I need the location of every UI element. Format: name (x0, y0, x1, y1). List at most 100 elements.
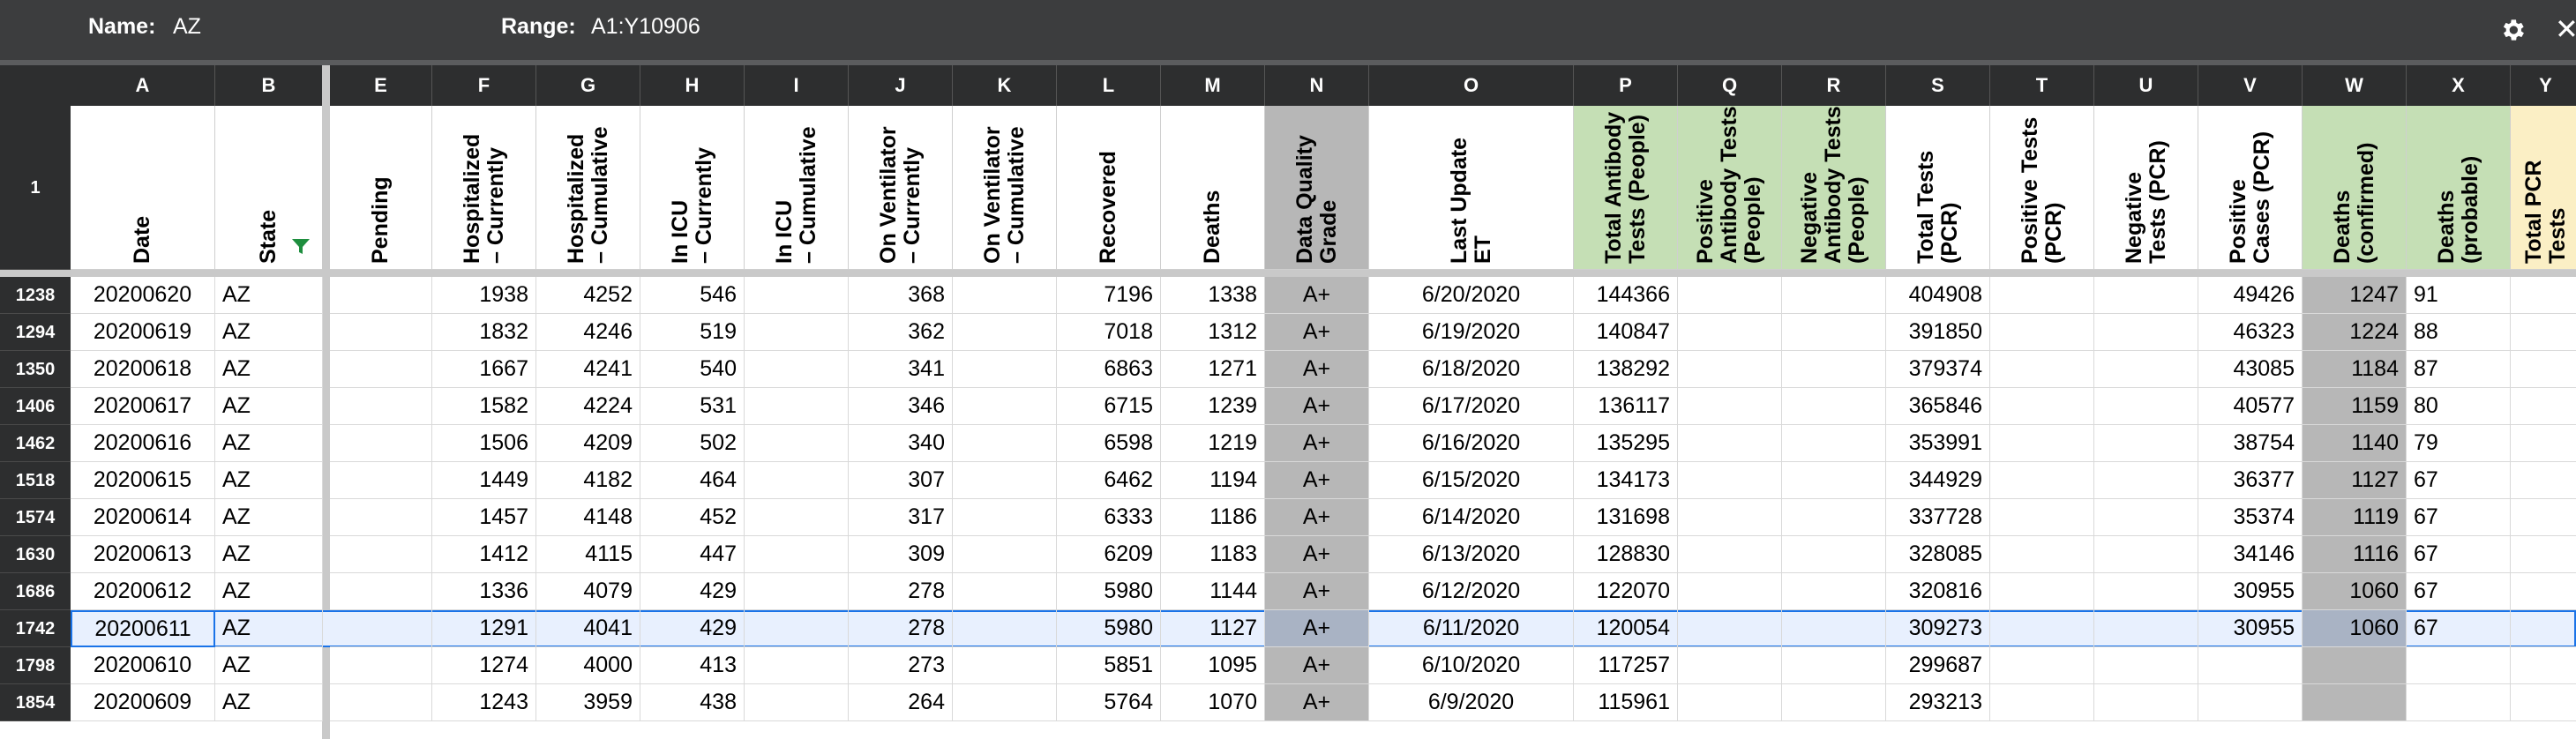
cell-v[interactable]: 30955 (2198, 610, 2303, 647)
cell-t[interactable] (1990, 647, 2094, 684)
cell-n[interactable]: A+ (1265, 499, 1369, 536)
cell-u[interactable] (2094, 351, 2198, 388)
cell-o[interactable]: 6/9/2020 (1369, 684, 1574, 721)
cell-x[interactable] (2407, 647, 2511, 684)
row-header[interactable]: 1350 (0, 351, 71, 388)
cell-o[interactable]: 6/18/2020 (1369, 351, 1574, 388)
header-cell-g[interactable]: Hospitalized – Cumulative (536, 106, 640, 270)
row-header[interactable]: 1518 (0, 462, 71, 499)
cell-o[interactable]: 6/17/2020 (1369, 388, 1574, 425)
cell-a[interactable]: 20200617 (71, 388, 215, 425)
cell-o[interactable]: 6/11/2020 (1369, 610, 1574, 647)
cell-k[interactable] (953, 462, 1057, 499)
cell-v[interactable]: 49426 (2198, 277, 2303, 314)
cell-b[interactable]: AZ (215, 351, 323, 388)
cell-i[interactable] (745, 610, 849, 647)
cell-m[interactable]: 1219 (1161, 425, 1265, 462)
cell-x[interactable]: 67 (2407, 573, 2511, 610)
cell-t[interactable] (1990, 425, 2094, 462)
cell-o[interactable]: 6/16/2020 (1369, 425, 1574, 462)
cell-u[interactable] (2094, 499, 2198, 536)
column-header-h[interactable]: H (640, 65, 745, 106)
column-header-b[interactable]: B (215, 65, 323, 106)
range-value[interactable]: A1:Y10906 (591, 14, 700, 39)
cell-m[interactable]: 1144 (1161, 573, 1265, 610)
cell-g[interactable]: 4041 (536, 610, 640, 647)
cell-s[interactable]: 365846 (1886, 388, 1990, 425)
cell-l[interactable]: 6462 (1057, 462, 1161, 499)
cell-f[interactable]: 1667 (432, 351, 536, 388)
cell-h[interactable]: 429 (640, 610, 745, 647)
cell-g[interactable]: 4252 (536, 277, 640, 314)
cell-j[interactable]: 340 (849, 425, 953, 462)
cell-k[interactable] (953, 351, 1057, 388)
cell-g[interactable]: 4115 (536, 536, 640, 573)
cell-l[interactable]: 6863 (1057, 351, 1161, 388)
cell-g[interactable]: 4148 (536, 499, 640, 536)
cell-k[interactable] (953, 277, 1057, 314)
cell-i[interactable] (745, 351, 849, 388)
column-header-n[interactable]: N (1265, 65, 1369, 106)
column-header-q[interactable]: Q (1678, 65, 1782, 106)
cell-k[interactable] (953, 573, 1057, 610)
column-header-k[interactable]: K (953, 65, 1057, 106)
cell-b[interactable]: AZ (215, 647, 323, 684)
cell-e[interactable] (330, 351, 432, 388)
cell-b[interactable]: AZ (215, 536, 323, 573)
frozen-row-divider[interactable] (0, 270, 2576, 277)
cell-f[interactable]: 1412 (432, 536, 536, 573)
cell-r[interactable] (1782, 573, 1886, 610)
cell-l[interactable]: 7196 (1057, 277, 1161, 314)
cell-y[interactable] (2511, 536, 2576, 573)
cell-x[interactable]: 91 (2407, 277, 2511, 314)
cell-r[interactable] (1782, 462, 1886, 499)
cell-p[interactable]: 144366 (1574, 277, 1678, 314)
cell-y[interactable] (2511, 277, 2576, 314)
cell-g[interactable]: 4246 (536, 314, 640, 351)
cell-l[interactable]: 5980 (1057, 610, 1161, 647)
cell-q[interactable] (1678, 351, 1782, 388)
cell-x[interactable]: 67 (2407, 610, 2511, 647)
cell-o[interactable]: 6/12/2020 (1369, 573, 1574, 610)
cell-v[interactable]: 35374 (2198, 499, 2303, 536)
cell-x[interactable]: 67 (2407, 462, 2511, 499)
cell-n[interactable]: A+ (1265, 388, 1369, 425)
cell-a[interactable]: 20200612 (71, 573, 215, 610)
cell-y[interactable] (2511, 351, 2576, 388)
cell-f[interactable]: 1832 (432, 314, 536, 351)
row-header[interactable]: 1462 (0, 425, 71, 462)
cell-w[interactable]: 1224 (2303, 314, 2407, 351)
row-header[interactable]: 1406 (0, 388, 71, 425)
cell-w[interactable] (2303, 684, 2407, 721)
cell-m[interactable]: 1070 (1161, 684, 1265, 721)
cell-t[interactable] (1990, 351, 2094, 388)
cell-h[interactable]: 464 (640, 462, 745, 499)
column-header-y[interactable]: Y (2511, 65, 2576, 106)
cell-w[interactable]: 1184 (2303, 351, 2407, 388)
settings-gear-icon[interactable] (2498, 16, 2527, 44)
cell-q[interactable] (1678, 647, 1782, 684)
cell-e[interactable] (330, 314, 432, 351)
cell-v[interactable]: 36377 (2198, 462, 2303, 499)
cell-k[interactable] (953, 684, 1057, 721)
cell-f[interactable]: 1449 (432, 462, 536, 499)
cell-w[interactable]: 1060 (2303, 610, 2407, 647)
cell-s[interactable]: 309273 (1886, 610, 1990, 647)
row-header-1[interactable]: 1 (0, 106, 71, 270)
cell-y[interactable] (2511, 314, 2576, 351)
cell-v[interactable]: 30955 (2198, 573, 2303, 610)
spreadsheet-grid[interactable]: A B E F G H I J K L M N O P Q R S T U V W X Y 1 Date State Pending… (0, 65, 2576, 739)
header-cell-j[interactable]: On Ventilator – Currently (849, 106, 953, 270)
cell-s[interactable]: 320816 (1886, 573, 1990, 610)
cell-j[interactable]: 362 (849, 314, 953, 351)
cell-x[interactable]: 88 (2407, 314, 2511, 351)
cell-o[interactable]: 6/13/2020 (1369, 536, 1574, 573)
cell-h[interactable]: 452 (640, 499, 745, 536)
cell-j[interactable]: 368 (849, 277, 953, 314)
cell-b[interactable]: AZ (215, 573, 323, 610)
cell-n[interactable]: A+ (1265, 536, 1369, 573)
cell-a[interactable]: 20200620 (71, 277, 215, 314)
cell-f[interactable]: 1274 (432, 647, 536, 684)
cell-u[interactable] (2094, 536, 2198, 573)
cell-m[interactable]: 1183 (1161, 536, 1265, 573)
